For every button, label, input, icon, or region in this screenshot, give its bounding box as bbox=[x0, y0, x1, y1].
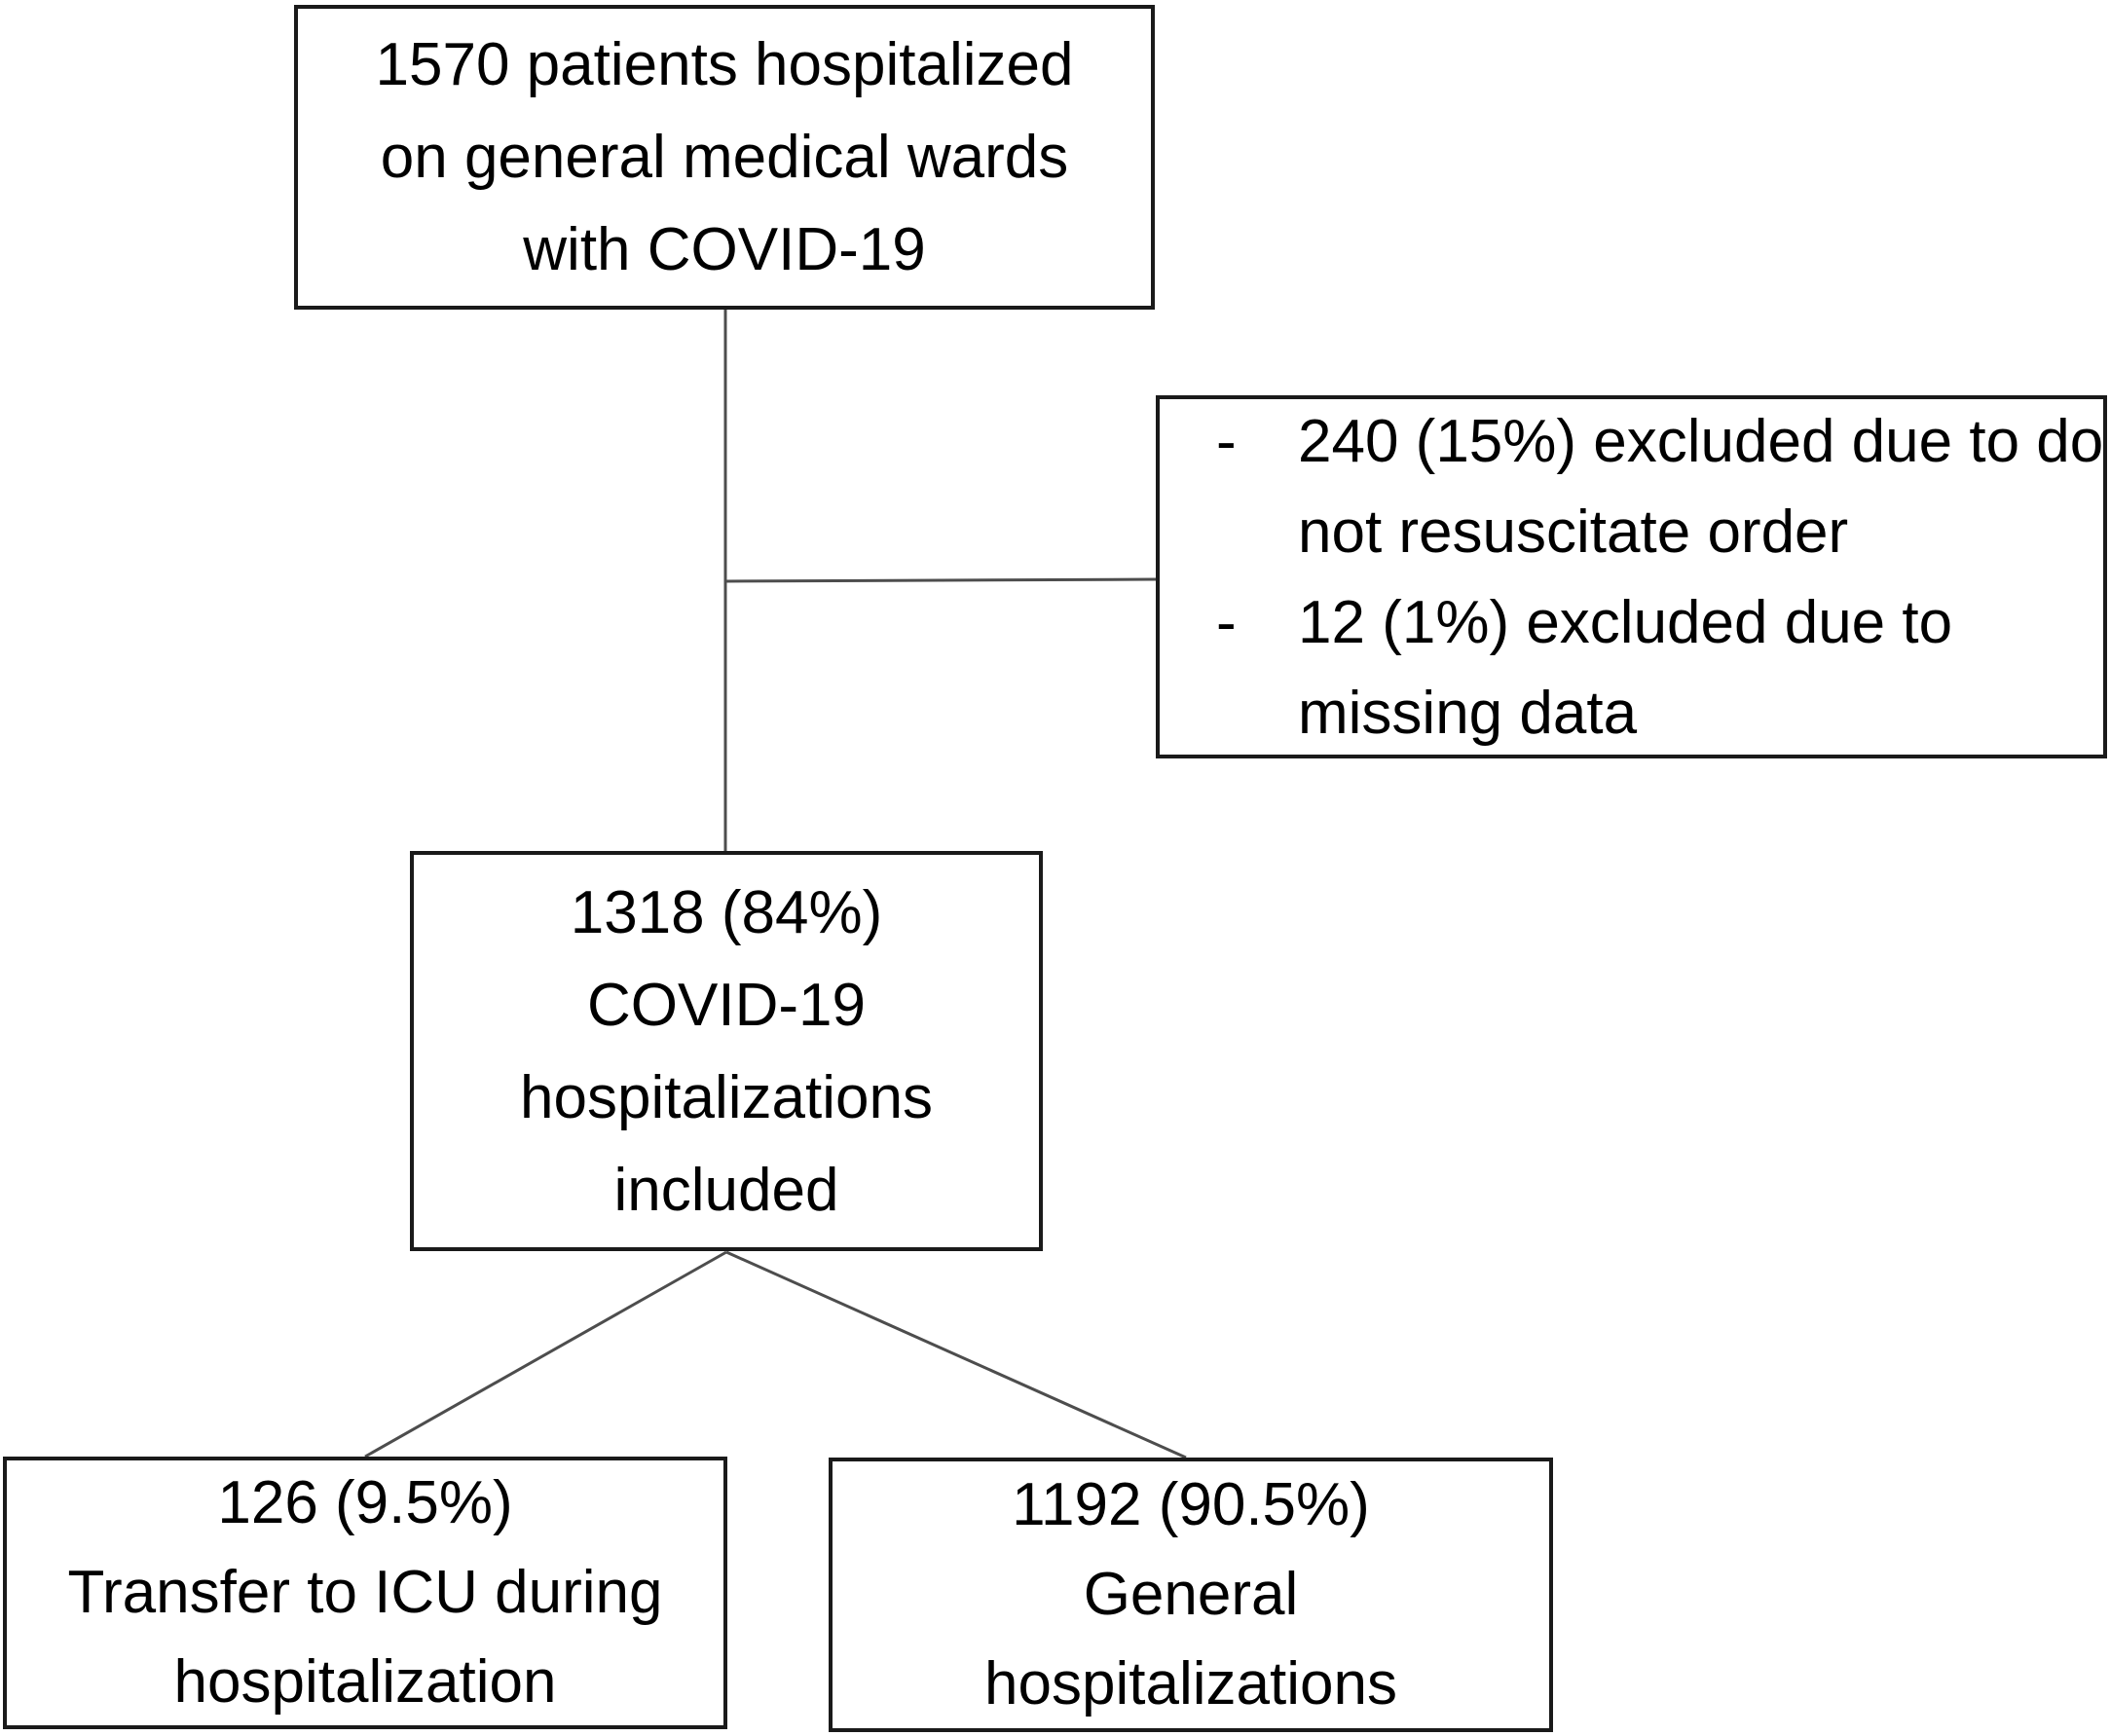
box-general-hospitalizations: 1192 (90.5%) General hospitalizations bbox=[829, 1458, 1553, 1732]
connector-included-to-general bbox=[725, 1250, 1187, 1459]
box-text-line: included bbox=[613, 1156, 839, 1224]
box-text-line: hospitalizations bbox=[520, 1063, 933, 1131]
box-source-population: 1570 patients hospitalized on general me… bbox=[294, 5, 1155, 310]
box-text-line: missing data bbox=[1298, 679, 1638, 747]
box-icu-transfer: 126 (9.5%) Transfer to ICU during hospit… bbox=[3, 1457, 727, 1729]
exclusion-text: 12 (1%) excluded due to missing data bbox=[1298, 577, 2084, 758]
box-text-line: 1570 patients hospitalized bbox=[375, 31, 1074, 98]
box-text-line: 1192 (90.5%) bbox=[1012, 1471, 1370, 1538]
box-text-line: Transfer to ICU during bbox=[67, 1559, 663, 1626]
box-text-line: hospitalizations bbox=[984, 1650, 1397, 1718]
box-text-line: 126 (9.5%) bbox=[217, 1469, 513, 1536]
box-text-line: hospitalization bbox=[173, 1648, 557, 1716]
box-text-line: not resuscitate order bbox=[1298, 498, 1849, 566]
connector-included-to-icu bbox=[364, 1250, 727, 1459]
box-text-line: 12 (1%) excluded due to bbox=[1298, 588, 1953, 656]
box-included: 1318 (84%) COVID-19 hospitalizations inc… bbox=[410, 851, 1043, 1251]
box-text-line: with COVID-19 bbox=[523, 216, 926, 283]
exclusion-text: 240 (15%) excluded due to do not resusci… bbox=[1298, 396, 2103, 577]
box-text-line: COVID-19 bbox=[587, 971, 866, 1039]
exclusion-item: - 12 (1%) excluded due to missing data bbox=[1216, 577, 2084, 758]
box-text-line: 1318 (84%) bbox=[570, 878, 883, 946]
bullet-dash: - bbox=[1216, 407, 1237, 475]
bullet-dash: - bbox=[1216, 588, 1237, 656]
box-text-line: 240 (15%) excluded due to do bbox=[1298, 407, 2104, 475]
connector-to-exclusions bbox=[724, 577, 1157, 583]
box-text-line: General bbox=[1083, 1561, 1299, 1628]
box-exclusions: - 240 (15%) excluded due to do not resus… bbox=[1156, 395, 2107, 758]
exclusion-item: - 240 (15%) excluded due to do not resus… bbox=[1216, 396, 2103, 577]
box-text-line: on general medical wards bbox=[380, 124, 1069, 191]
